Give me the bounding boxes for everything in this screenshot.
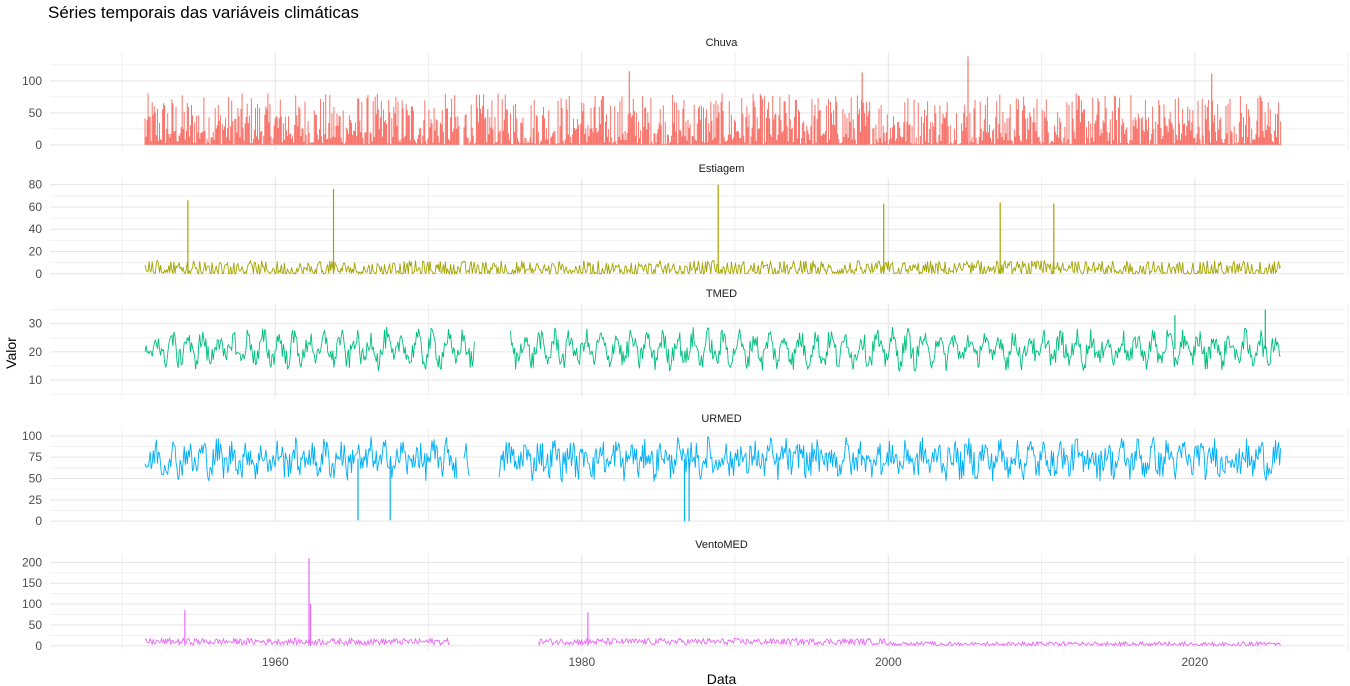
y-tick-label-tmed: 10 — [29, 373, 43, 387]
y-tick-label-estiagem: 80 — [29, 178, 43, 192]
y-tick-label-urmed: 25 — [29, 493, 43, 507]
series-peak-ventomed — [184, 558, 589, 646]
x-tick-label: 2020 — [1181, 655, 1208, 669]
y-tick-label-ventomed: 150 — [22, 576, 42, 590]
series-line-urmed — [144, 436, 1282, 484]
y-tick-label-estiagem: 20 — [29, 245, 43, 259]
y-tick-label-estiagem: 60 — [29, 200, 43, 214]
y-tick-label-urmed: 0 — [35, 514, 42, 528]
y-tick-label-estiagem: 40 — [29, 222, 43, 236]
chart-title: Séries temporais das variáveis climática… — [48, 3, 359, 22]
series-peak-tmed — [1174, 309, 1266, 350]
series-peak-estiagem — [187, 184, 1055, 274]
series-line-ventomed — [144, 636, 1281, 648]
y-tick-label-urmed: 50 — [29, 471, 43, 485]
x-tick-label: 1960 — [262, 655, 289, 669]
y-tick-label-ventomed: 200 — [22, 555, 42, 569]
panel-label-ventomed: VentoMED — [695, 539, 748, 551]
y-tick-label-urmed: 100 — [22, 429, 42, 443]
panel-label-tmed: TMED — [706, 288, 737, 300]
y-tick-label-estiagem: 0 — [35, 267, 42, 281]
series-line-tmed — [144, 326, 1281, 372]
panel-label-estiagem: Estiagem — [699, 163, 745, 175]
x-tick-label: 1980 — [568, 655, 595, 669]
y-tick-label-tmed: 20 — [29, 345, 43, 359]
series-line-chuva — [144, 93, 1282, 145]
series-line-estiagem — [144, 259, 1281, 276]
y-tick-label-urmed: 75 — [29, 450, 43, 464]
panel-label-urmed: URMED — [701, 413, 741, 425]
y-tick-label-chuva: 100 — [22, 74, 42, 88]
y-tick-label-chuva: 0 — [35, 138, 42, 152]
x-axis-title: Data — [707, 671, 737, 686]
y-tick-label-tmed: 30 — [29, 317, 43, 331]
y-tick-label-ventomed: 50 — [29, 618, 43, 632]
y-axis-title: Valor — [3, 337, 19, 369]
series-peak-urmed — [357, 458, 690, 522]
panel-label-chuva: Chuva — [706, 37, 739, 49]
y-tick-label-ventomed: 100 — [22, 597, 42, 611]
y-tick-label-ventomed: 0 — [35, 639, 42, 653]
x-tick-label: 2000 — [875, 655, 902, 669]
y-tick-label-chuva: 50 — [29, 106, 43, 120]
series-peak-chuva — [628, 56, 1213, 145]
